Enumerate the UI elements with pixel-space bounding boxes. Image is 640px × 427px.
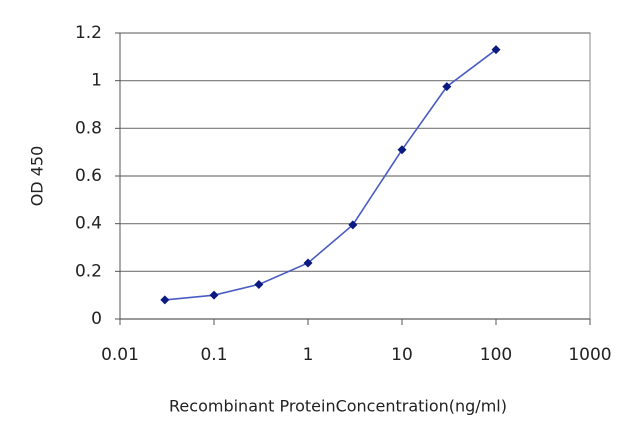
data-line [164,49,497,301]
x-axis-label: Recombinant ProteinConcentration(ng/ml) [169,397,507,416]
x-tick-label: 1000 [568,345,611,365]
data-point [303,258,313,268]
data-point [348,220,358,230]
y-tick-label: 0.8 [75,118,102,138]
x-tick-label: 10 [391,345,413,365]
x-tick-label: 1 [303,345,314,365]
y-tick-label: 0.6 [75,166,102,186]
data-point [491,45,501,55]
y-tick-label: 0.4 [75,214,102,234]
x-tick-label: 100 [480,345,512,365]
data-point [160,295,170,305]
data-point [397,145,407,155]
y-tick-label: 0.2 [75,261,102,281]
x-tick-label: 0.01 [101,345,139,365]
x-tick-label: 0.1 [200,345,227,365]
y-tick-label: 0 [91,309,102,329]
data-point [254,279,264,289]
data-point [209,290,219,300]
y-tick-label: 1 [91,71,102,91]
y-axis-label: OD 450 [28,146,47,207]
y-tick-label: 1.2 [75,23,102,43]
data-point [442,82,452,92]
